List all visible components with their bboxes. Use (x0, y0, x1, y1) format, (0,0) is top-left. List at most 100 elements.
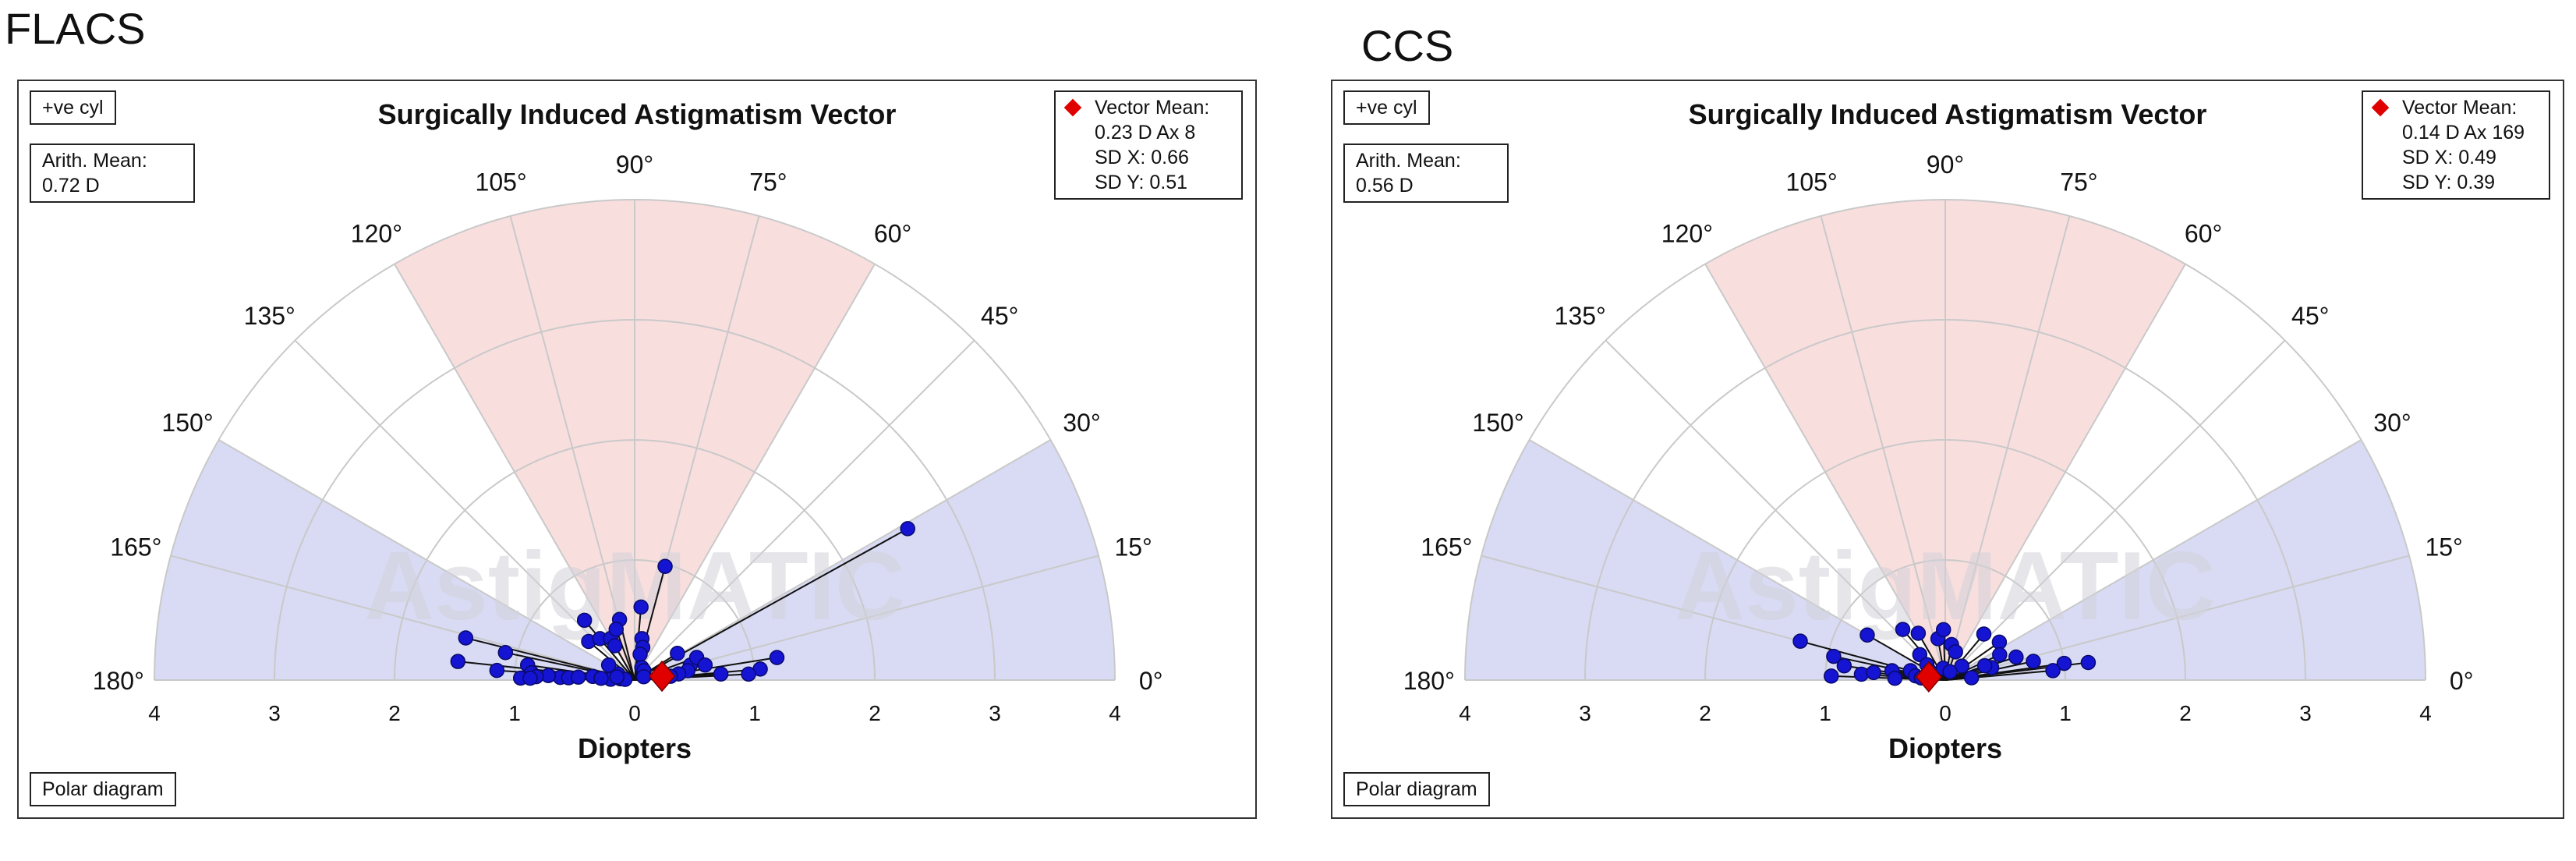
cyl-sign-box: +ve cyl (30, 90, 116, 125)
data-point (635, 669, 652, 685)
x-tick-label: 1 (508, 701, 521, 725)
x-tick-label: 1 (2059, 701, 2072, 725)
data-point (593, 670, 609, 686)
x-tick-label: 3 (989, 701, 1001, 725)
data-point (633, 599, 649, 615)
arith-mean-label: Arith. Mean: (1356, 150, 1461, 172)
data-point (600, 657, 617, 673)
x-tick-label: 2 (2179, 701, 2192, 725)
data-point (2056, 655, 2072, 671)
angle-tick-label: 135° (244, 302, 295, 330)
data-point (609, 669, 625, 685)
data-point (2008, 649, 2024, 665)
grid-spoke (634, 339, 975, 681)
x-tick-label: 0 (1939, 701, 1951, 725)
vector-mean-sdx: SD X: 0.49 (2402, 147, 2496, 168)
angle-tick-label: 60° (2185, 220, 2222, 248)
vector-mean-diamond-icon (2371, 98, 2390, 117)
vector-mean-legend: Vector Mean: 0.14 D Ax 169 SD X: 0.49 SD… (2362, 90, 2550, 200)
data-point (497, 645, 514, 661)
data-point (1866, 664, 1881, 681)
x-tick-label: 4 (1459, 701, 1471, 725)
data-point (697, 657, 713, 673)
data-point (608, 622, 625, 637)
grid-spoke (1944, 264, 2186, 681)
data-point (607, 638, 623, 654)
grid-spoke (1820, 215, 1946, 681)
vector-mean-diamond-icon (1063, 98, 1082, 117)
data-point (458, 630, 474, 646)
angle-tick-label: 45° (2291, 302, 2329, 330)
data-point (2045, 663, 2061, 679)
data-point (522, 670, 538, 686)
data-point (489, 662, 505, 679)
vector-mean-label: Vector Mean: (2402, 97, 2518, 119)
data-point (570, 669, 586, 685)
angle-tick-label: 105° (476, 168, 527, 196)
data-point (1887, 670, 1903, 686)
vector-mean-legend: Vector Mean: 0.23 D Ax 8 SD X: 0.66 SD Y… (1054, 90, 1243, 200)
vector-mean-value: 0.14 D Ax 169 (2402, 122, 2525, 144)
angle-tick-label: 0° (1139, 667, 1163, 695)
data-point (670, 645, 685, 661)
angle-tick-label: 75° (2060, 168, 2097, 196)
angle-tick-label: 15° (1114, 533, 1152, 562)
angle-tick-label: 135° (1555, 302, 1606, 330)
x-tick-label: 3 (1579, 701, 1591, 725)
grid-spoke (394, 264, 635, 681)
data-point (2080, 654, 2097, 671)
data-vector-line (615, 629, 635, 681)
angle-tick-label: 15° (2425, 533, 2462, 562)
data-point (1992, 647, 2008, 663)
polar-chart-flacs: AstigMATIC0°15°30°45°60°75°90°105°120°13… (93, 151, 1163, 764)
data-point (1976, 657, 1993, 674)
x-tick-label: 3 (268, 701, 281, 725)
angle-tick-label: 45° (981, 302, 1018, 330)
grid-spoke (218, 439, 635, 681)
angle-tick-label: 90° (616, 151, 653, 179)
sector-horizontal-left (154, 440, 635, 680)
data-point (1935, 622, 1951, 638)
data-point (1836, 658, 1852, 674)
angle-tick-label: 120° (351, 220, 402, 248)
x-tick-label: 2 (869, 701, 881, 725)
x-tick-label: 1 (1819, 701, 1831, 725)
grid-spoke (170, 555, 635, 681)
data-point (769, 650, 785, 665)
x-tick-label: 4 (2419, 701, 2432, 725)
data-point (1976, 626, 1992, 642)
vector-mean-label: Vector Mean: (1095, 97, 1210, 119)
angle-tick-label: 0° (2450, 667, 2474, 695)
grid-spoke (634, 264, 876, 681)
sector-horizontal-right (1945, 440, 2426, 680)
data-point (741, 666, 756, 682)
data-vector-line (1944, 669, 2054, 681)
x-tick-label: 3 (2299, 701, 2312, 725)
grid-spoke (1944, 215, 2071, 681)
x-tick-label: 4 (148, 701, 161, 725)
angle-tick-label: 180° (93, 667, 144, 695)
chart-panel-flacs: AstigMATIC 0° 15° 30° 45° 60° 75° 90° 105° 120° 13… (17, 80, 1257, 819)
watermark-text: AstigMATIC (364, 533, 904, 640)
x-tick-label: 2 (388, 701, 401, 725)
angle-tick-label: 90° (1927, 151, 1964, 179)
data-point (1948, 644, 1963, 660)
vector-mean-marker (648, 660, 676, 693)
arith-mean-value: 0.72 D (42, 175, 100, 197)
polar-chart-ccs: AstigMATIC0°15°30°45°60°75°90°105°120°13… (1403, 151, 2474, 764)
angle-tick-label: 165° (110, 533, 161, 562)
angle-tick-label: 120° (1661, 220, 1713, 248)
grid-spoke (1944, 339, 2286, 681)
polar-diagram-label: Polar diagram (30, 772, 176, 806)
vector-mean-sdy: SD Y: 0.51 (1095, 172, 1188, 193)
angle-tick-label: 180° (1403, 667, 1455, 695)
arith-mean-value: 0.56 D (1356, 175, 1414, 197)
group-label-ccs: CCS (1361, 21, 1454, 70)
x-axis-title: Diopters (578, 732, 692, 764)
grid-spoke (634, 555, 1099, 681)
data-point (1826, 648, 1842, 664)
grid-spoke (634, 439, 1051, 681)
x-tick-label: 2 (1699, 701, 1711, 725)
arith-mean-box: Arith. Mean: 0.72 D (30, 144, 195, 203)
data-point (1824, 668, 1839, 684)
